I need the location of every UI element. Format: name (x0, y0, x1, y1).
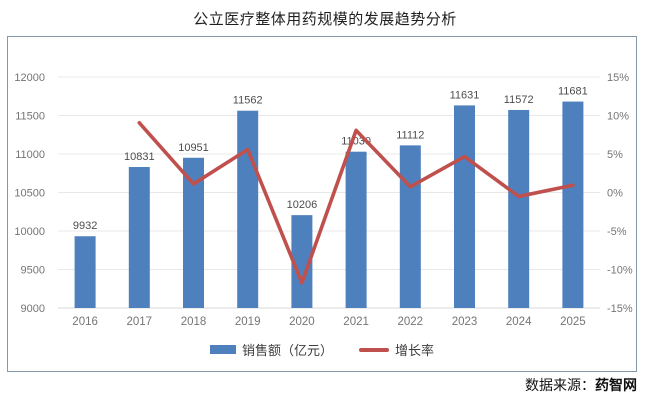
left-axis-tick: 10500 (14, 188, 45, 200)
bar-value-label: 11631 (450, 89, 480, 101)
x-axis-label-2023: 2023 (452, 316, 478, 328)
right-axis-tick: -10% (607, 265, 633, 277)
left-axis-tick: 11500 (15, 111, 45, 123)
source-prefix: 数据来源： (525, 377, 595, 393)
bar-value-label: 11562 (233, 95, 263, 107)
bar-2023 (454, 105, 475, 309)
right-axis-tick: 10% (607, 111, 629, 123)
x-axis-label-2017: 2017 (127, 316, 153, 328)
legend-item-growth: 增长率 (359, 340, 434, 359)
legend-item-sales: 销售额（亿元） (209, 340, 333, 359)
bar-value-label: 10206 (287, 199, 318, 211)
left-axis-tick: 12000 (14, 72, 45, 84)
right-axis-tick: 5% (607, 149, 623, 161)
growth-rate-line (137, 121, 575, 285)
legend-label-sales: 销售额（亿元） (241, 343, 333, 358)
left-axis-tick: 10000 (14, 226, 45, 238)
right-axis-tick: 15% (607, 72, 629, 84)
bar-2025 (562, 101, 584, 308)
left-axis-tick: 9500 (21, 265, 45, 277)
left-axis-tick: 11000 (15, 149, 45, 161)
bar-value-label: 11572 (504, 94, 534, 106)
bar-2022 (399, 145, 421, 308)
x-axis-label-2021: 2021 (343, 316, 369, 328)
legend: 销售额（亿元） 增长率 (8, 340, 636, 359)
bar-2020 (291, 215, 313, 308)
right-axis-tick: -5% (607, 226, 627, 238)
data-source: 数据来源：药智网 (525, 375, 637, 395)
bar-value-label: 10951 (178, 142, 209, 154)
legend-label-growth: 增长率 (395, 343, 435, 358)
left-axis-tick: 9000 (21, 303, 45, 315)
x-axis-label-2018: 2018 (181, 316, 207, 328)
x-axis-label-2024: 2024 (506, 316, 532, 328)
chart-title: 公立医疗整体用药规模的发展趋势分析 (193, 11, 457, 28)
line-swatch-icon (359, 347, 389, 352)
bar-value-label: 11681 (558, 86, 588, 98)
bar-value-label: 10831 (124, 151, 155, 163)
x-axis-label-2016: 2016 (72, 316, 98, 328)
bar-2016 (74, 236, 96, 308)
x-axis-label-2022: 2022 (398, 316, 424, 328)
chart-plot-area: 12000 15% 11500 10% 11000 5% 10500 0% 10000 -5% 95… (7, 36, 637, 372)
x-axis-label-2025: 2025 (560, 316, 586, 328)
bar-2021 (345, 151, 367, 308)
right-axis-tick: -15% (607, 303, 633, 315)
bar-value-label: 9932 (73, 220, 97, 232)
x-axis-label-2020: 2020 (289, 316, 315, 328)
bar-swatch-icon (209, 345, 236, 354)
source-name: 药智网 (595, 377, 637, 393)
bar-2019 (237, 110, 259, 308)
bar-2024 (508, 109, 530, 309)
bar-value-label: 11112 (396, 129, 424, 141)
right-axis-tick: 0% (607, 188, 623, 200)
bar-2018 (183, 157, 204, 308)
bar-2017 (128, 167, 150, 308)
x-axis-label-2019: 2019 (235, 316, 261, 328)
plot-svg: 12000 15% 11500 10% 11000 5% 10500 0% 10000 -5% 95… (14, 72, 633, 328)
